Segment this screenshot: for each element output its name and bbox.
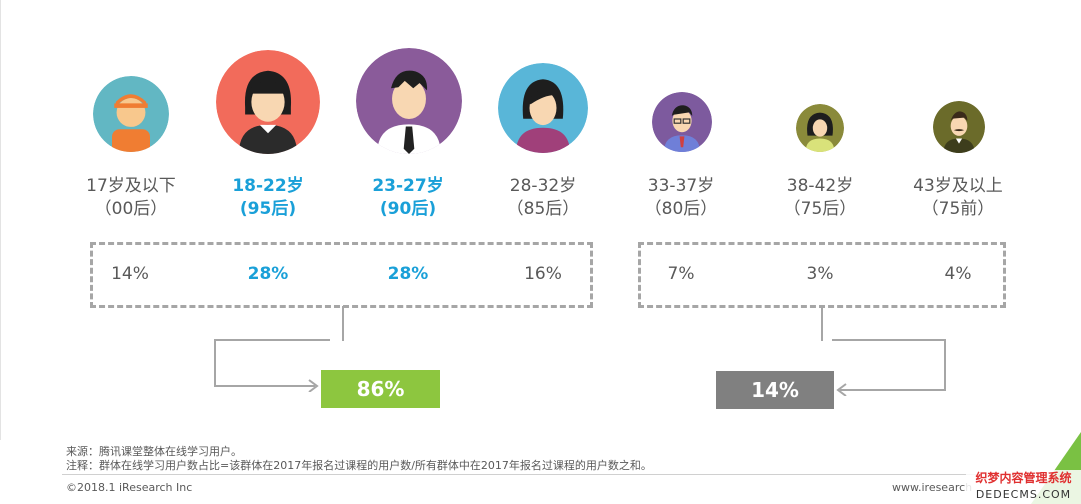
generation: （85后） bbox=[506, 199, 580, 219]
watermark-line-1: 织梦内容管理系统 bbox=[975, 471, 1072, 485]
avatar-icon-00s bbox=[93, 76, 169, 152]
share-value-6: 3% bbox=[806, 264, 834, 284]
age-label-2: 18-22岁 (95后) bbox=[198, 175, 338, 221]
avatar-icon-95s bbox=[216, 50, 320, 154]
share-value-4: 16% bbox=[524, 264, 562, 284]
age-range: 43岁及以上 bbox=[913, 176, 1003, 196]
age-label-1: 17岁及以下 （00后） bbox=[61, 175, 201, 221]
right-connector-top bbox=[821, 306, 823, 341]
right-connector-arrow bbox=[832, 339, 946, 396]
avatar-icon-75s bbox=[796, 104, 844, 152]
age-label-5: 33-37岁 （80后） bbox=[611, 175, 751, 221]
footer-divider bbox=[62, 474, 1047, 475]
share-value-3: 28% bbox=[387, 264, 429, 284]
avatar-icon-75-before bbox=[933, 101, 985, 153]
young-total-box: 86% bbox=[321, 370, 440, 408]
site-link[interactable]: www.iresearch bbox=[892, 481, 973, 494]
generation: (95后) bbox=[239, 199, 297, 219]
age-label-7: 43岁及以上 （75前） bbox=[888, 175, 1028, 221]
age-range: 23-27岁 bbox=[372, 176, 444, 196]
left-connector-top bbox=[342, 306, 344, 341]
generation: （75后） bbox=[783, 199, 857, 219]
source-note: 来源：腾讯课堂整体在线学习用户。 bbox=[66, 445, 242, 458]
avatar-icon-85s bbox=[498, 63, 588, 153]
age-label-6: 38-42岁 （75后） bbox=[750, 175, 890, 221]
avatar-icon-90s bbox=[356, 48, 462, 154]
share-value-2: 28% bbox=[247, 264, 289, 284]
share-value-7: 4% bbox=[944, 264, 972, 284]
age-range: 28-32岁 bbox=[509, 176, 577, 196]
generation: （80后） bbox=[644, 199, 718, 219]
left-border bbox=[0, 0, 1, 440]
generation: （75前） bbox=[921, 199, 995, 219]
age-range: 17岁及以下 bbox=[86, 176, 176, 196]
watermark: 织梦内容管理系统 DEDECMS.COM bbox=[966, 470, 1081, 504]
share-value-5: 7% bbox=[667, 264, 695, 284]
watermark-line-2: DEDECMS.COM bbox=[975, 488, 1072, 501]
share-value-1: 14% bbox=[111, 264, 149, 284]
avatar-icon-80s bbox=[652, 92, 712, 152]
older-total-box: 14% bbox=[716, 371, 834, 409]
young-group-box bbox=[90, 242, 593, 308]
copyright: ©2018.1 iResearch Inc bbox=[66, 481, 193, 494]
age-range: 33-37岁 bbox=[647, 176, 715, 196]
age-range: 18-22岁 bbox=[232, 176, 304, 196]
age-label-4: 28-32岁 （85后） bbox=[473, 175, 613, 221]
age-label-3: 23-27岁 (90后) bbox=[338, 175, 478, 221]
age-range: 38-42岁 bbox=[786, 176, 854, 196]
generation: （00后） bbox=[94, 199, 168, 219]
remark-note: 注释：群体在线学习用户数占比=该群体在2017年报名过课程的用户数/所有群体中在… bbox=[66, 459, 652, 472]
generation: (90后) bbox=[379, 199, 437, 219]
left-connector-arrow bbox=[214, 339, 330, 392]
